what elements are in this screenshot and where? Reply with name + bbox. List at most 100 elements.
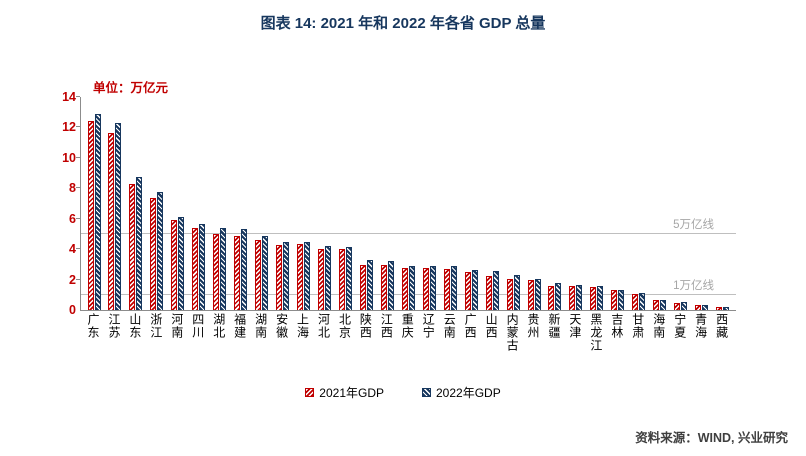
legend-label-2022: 2022年GDP [436, 386, 501, 400]
legend-swatch-2021-icon [305, 388, 315, 397]
x-label-江苏: 江苏 [106, 313, 121, 339]
bar-2022年GDP-陕西 [366, 260, 373, 310]
bar-2022年GDP-辽宁 [429, 265, 436, 310]
ref-line-5-trillion [81, 232, 736, 234]
bar-2021年GDP-甘肃 [632, 294, 639, 310]
bar-group-新疆 [548, 283, 562, 310]
bar-2021年GDP-海南 [653, 300, 660, 310]
source-note: 资料来源：WIND, 兴业研究 [635, 431, 788, 445]
bar-2021年GDP-四川 [192, 228, 199, 310]
bar-2022年GDP-青海 [702, 304, 709, 310]
plot-area: 5万亿线 1万亿线 [76, 96, 736, 311]
bar-group-青海 [695, 304, 709, 310]
bar-group-西藏 [716, 306, 730, 310]
x-label-河北: 河北 [316, 313, 331, 339]
y-tick-mark [76, 96, 80, 97]
bar-2022年GDP-新疆 [555, 283, 562, 310]
bar-2021年GDP-山东 [129, 183, 136, 310]
bar-2021年GDP-湖南 [255, 239, 262, 310]
y-tick-label-2: 2 [69, 272, 76, 287]
unit-label: 单位：万亿元 [93, 81, 169, 95]
x-axis-labels: 广东 江苏 山东 浙江 河南 四川 湖北 福建 湖南 安徽 上海 河北 北京 陕西 江西 重庆 辽宁 云南 广西 山西… [80, 313, 735, 352]
y-axis: 0 2 4 6 8 10 12 14 [52, 90, 76, 317]
x-label-黑龙江: 黑龙江 [588, 313, 603, 352]
bar-2021年GDP-福建 [234, 235, 241, 310]
bar-2022年GDP-福建 [241, 229, 248, 310]
x-label-西藏: 西藏 [714, 313, 729, 339]
bar-2022年GDP-上海 [304, 242, 311, 310]
x-label-福建: 福建 [232, 313, 247, 339]
chart-title: 图表 14: 2021 年和 2022 年各省 GDP 总量 [260, 15, 546, 32]
legend-swatch-2022-icon [422, 388, 431, 397]
bar-group-安徽 [276, 241, 290, 310]
bar-2021年GDP-青海 [695, 304, 702, 310]
bar-2022年GDP-宁夏 [681, 302, 688, 310]
bar-group-内蒙古 [506, 274, 520, 310]
bar-2021年GDP-吉林 [611, 289, 618, 310]
x-label-湖南: 湖南 [253, 313, 268, 339]
ref-line-1-trillion [81, 293, 736, 295]
x-label-辽宁: 辽宁 [421, 313, 436, 339]
bar-2021年GDP-广西 [464, 272, 471, 310]
x-label-宁夏: 宁夏 [672, 313, 687, 339]
bar-2022年GDP-河北 [324, 245, 331, 310]
bar-2021年GDP-广东 [87, 120, 94, 310]
y-tick-label-4: 4 [69, 242, 76, 257]
y-tick-mark [76, 187, 80, 189]
bar-2022年GDP-甘肃 [639, 292, 646, 310]
bar-2022年GDP-天津 [576, 285, 583, 310]
x-label-北京: 北京 [337, 313, 352, 339]
bar-2022年GDP-安徽 [283, 241, 290, 310]
x-label-河南: 河南 [169, 313, 184, 339]
x-label-内蒙古: 内蒙古 [505, 313, 520, 352]
x-label-安徽: 安徽 [274, 313, 289, 339]
bar-2021年GDP-河北 [317, 248, 324, 310]
bar-2022年GDP-山西 [492, 271, 499, 310]
bar-2021年GDP-黑龙江 [590, 287, 597, 310]
legend: 2021年GDP 2022年GDP [0, 384, 806, 401]
x-label-吉林: 吉林 [609, 313, 624, 339]
x-label-青海: 青海 [693, 313, 708, 339]
bar-2022年GDP-海南 [660, 299, 667, 310]
bar-2022年GDP-黑龙江 [597, 285, 604, 310]
bar-group-陕西 [359, 260, 373, 310]
bar-group-上海 [297, 242, 311, 310]
bar-2021年GDP-北京 [338, 248, 345, 310]
bar-2021年GDP-陕西 [359, 264, 366, 310]
x-label-海南: 海南 [651, 313, 666, 339]
bar-group-甘肃 [632, 292, 646, 310]
bar-2022年GDP-四川 [199, 223, 206, 310]
bar-2022年GDP-广东 [94, 113, 101, 310]
y-tick-label-12: 12 [62, 120, 76, 135]
x-label-陕西: 陕西 [358, 313, 373, 339]
bar-2022年GDP-吉林 [618, 290, 625, 310]
bar-group-江苏 [108, 123, 122, 310]
bar-2022年GDP-浙江 [157, 191, 164, 310]
bar-group-广东 [87, 113, 101, 310]
legend-item-2022: 2022年GDP [422, 384, 501, 401]
y-tick-mark [76, 217, 80, 219]
x-label-重庆: 重庆 [400, 313, 415, 339]
bar-group-贵州 [527, 279, 541, 310]
bar-group-吉林 [611, 289, 625, 310]
bar-2021年GDP-云南 [443, 268, 450, 310]
bar-groups [81, 97, 736, 310]
x-label-广西: 广西 [463, 313, 478, 339]
x-label-新疆: 新疆 [546, 313, 561, 339]
x-label-山西: 山西 [484, 313, 499, 339]
bar-group-云南 [443, 266, 457, 310]
bar-2021年GDP-辽宁 [422, 268, 429, 310]
bar-group-黑龙江 [590, 285, 604, 310]
bar-group-天津 [569, 285, 583, 310]
x-label-贵州: 贵州 [526, 313, 541, 339]
bar-2021年GDP-江西 [380, 264, 387, 310]
bar-2021年GDP-重庆 [401, 267, 408, 310]
x-label-山东: 山东 [127, 313, 142, 339]
bar-2022年GDP-西藏 [723, 306, 730, 310]
bar-2021年GDP-江苏 [108, 132, 115, 310]
bar-group-福建 [234, 229, 248, 310]
y-tick-mark [76, 248, 80, 250]
y-tick-label-6: 6 [69, 211, 76, 226]
y-tick-label-10: 10 [62, 150, 76, 165]
